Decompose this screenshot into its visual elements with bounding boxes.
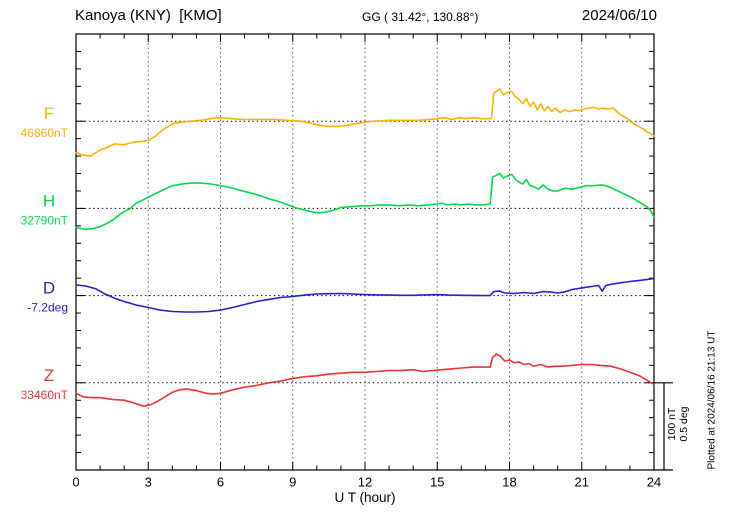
x-tick-label-21: 21 xyxy=(575,475,589,490)
series-curve-F xyxy=(75,88,655,157)
series-value-Z: 33460nT xyxy=(21,388,69,402)
series-value-D: -7.2deg xyxy=(27,301,68,315)
x-tick-label-6: 6 xyxy=(217,475,224,490)
x-tick-label-0: 0 xyxy=(72,475,79,490)
scale-bar-deg-label: 0.5 deg xyxy=(678,406,690,442)
observation-date: 2024/06/10 xyxy=(581,7,657,24)
plot-border xyxy=(75,33,655,471)
x-tick-label-18: 18 xyxy=(502,475,516,490)
series-letter-H: H xyxy=(43,191,55,210)
series-letter-D: D xyxy=(43,279,55,298)
series-curve-D xyxy=(75,277,655,313)
series-value-H: 32790nT xyxy=(21,213,69,227)
geographic-coords: GG ( 31.42°, 130.88°) xyxy=(362,10,479,24)
x-tick-label-9: 9 xyxy=(289,475,296,490)
series-letter-F: F xyxy=(44,104,54,123)
x-tick-label-15: 15 xyxy=(430,475,444,490)
plotted-at-timestamp: Plotted at 2024/06/16 21:13 UT xyxy=(706,330,718,470)
x-axis-label: U T (hour) xyxy=(334,490,396,505)
series-curve-Z xyxy=(75,353,655,408)
series-curve-H xyxy=(75,172,655,231)
series-letter-Z: Z xyxy=(44,366,54,385)
x-tick-label-24: 24 xyxy=(647,475,661,490)
x-tick-label-12: 12 xyxy=(358,475,372,490)
series-value-F: 46860nT xyxy=(21,126,69,140)
x-tick-label-3: 3 xyxy=(145,475,152,490)
scale-bar-label: 100 nT 0.5 deg xyxy=(666,406,690,441)
station-title: Kanoya (KNY) [KMO] xyxy=(75,7,222,24)
scale-bar-nt-label: 100 nT xyxy=(665,407,678,441)
